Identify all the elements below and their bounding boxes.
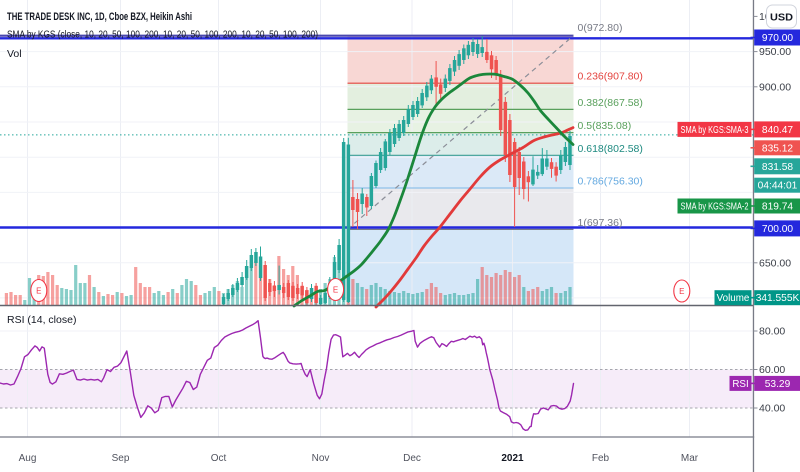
svg-text:40.00: 40.00 — [759, 403, 785, 415]
svg-text:0.236(907.80): 0.236(907.80) — [578, 71, 643, 83]
svg-text:1(697.36): 1(697.36) — [578, 217, 623, 229]
svg-text:Oct: Oct — [211, 453, 227, 464]
svg-text:E: E — [36, 286, 41, 295]
svg-text:SMA by KGS (close, 10, 20, 50,: SMA by KGS (close, 10, 20, 50, 100, 200,… — [7, 29, 318, 41]
svg-text:Feb: Feb — [592, 453, 610, 464]
svg-text:RSI (14, close): RSI (14, close) — [7, 314, 76, 326]
svg-text:970.00: 970.00 — [762, 33, 793, 44]
svg-text:950.00: 950.00 — [759, 46, 791, 58]
svg-text:840.47: 840.47 — [762, 125, 793, 136]
svg-text:USD: USD — [770, 12, 793, 24]
svg-text:SMA by KGS:SMA-3: SMA by KGS:SMA-3 — [681, 125, 749, 136]
svg-text:SMA by KGS:SMA-2: SMA by KGS:SMA-2 — [681, 202, 749, 213]
svg-text:341.555K: 341.555K — [756, 293, 800, 304]
svg-text:E: E — [679, 287, 684, 296]
svg-text:60.00: 60.00 — [759, 364, 785, 376]
svg-text:Nov: Nov — [312, 453, 330, 464]
svg-text:0.786(756.30): 0.786(756.30) — [578, 176, 643, 188]
svg-text:53.29: 53.29 — [765, 379, 791, 390]
svg-text:831.58: 831.58 — [762, 162, 793, 173]
svg-text:819.74: 819.74 — [762, 202, 793, 213]
svg-text:Vol: Vol — [7, 48, 22, 60]
svg-text:650.00: 650.00 — [759, 257, 791, 269]
svg-text:0.382(867.58): 0.382(867.58) — [578, 97, 643, 109]
svg-text:Dec: Dec — [403, 453, 421, 464]
svg-text:900.00: 900.00 — [759, 81, 791, 93]
svg-text:Mar: Mar — [681, 453, 699, 464]
svg-text:E: E — [333, 285, 338, 294]
svg-text:THE TRADE DESK INC, 1D, Cboe B: THE TRADE DESK INC, 1D, Cboe BZX, Heikin… — [7, 11, 192, 23]
svg-text:RSI: RSI — [732, 379, 748, 390]
svg-text:04:44:01: 04:44:01 — [758, 181, 798, 192]
svg-text:0(972.80): 0(972.80) — [578, 22, 623, 34]
svg-text:700.00: 700.00 — [762, 224, 793, 235]
svg-text:835.12: 835.12 — [762, 143, 793, 154]
svg-text:0.5(835.08): 0.5(835.08) — [578, 120, 632, 132]
svg-text:Aug: Aug — [19, 453, 37, 464]
svg-text:80.00: 80.00 — [759, 326, 785, 338]
svg-text:Volume: Volume — [717, 293, 750, 304]
svg-text:Sep: Sep — [112, 453, 130, 464]
svg-text:2021: 2021 — [501, 453, 524, 464]
svg-text:0.618(802.58): 0.618(802.58) — [578, 143, 643, 155]
